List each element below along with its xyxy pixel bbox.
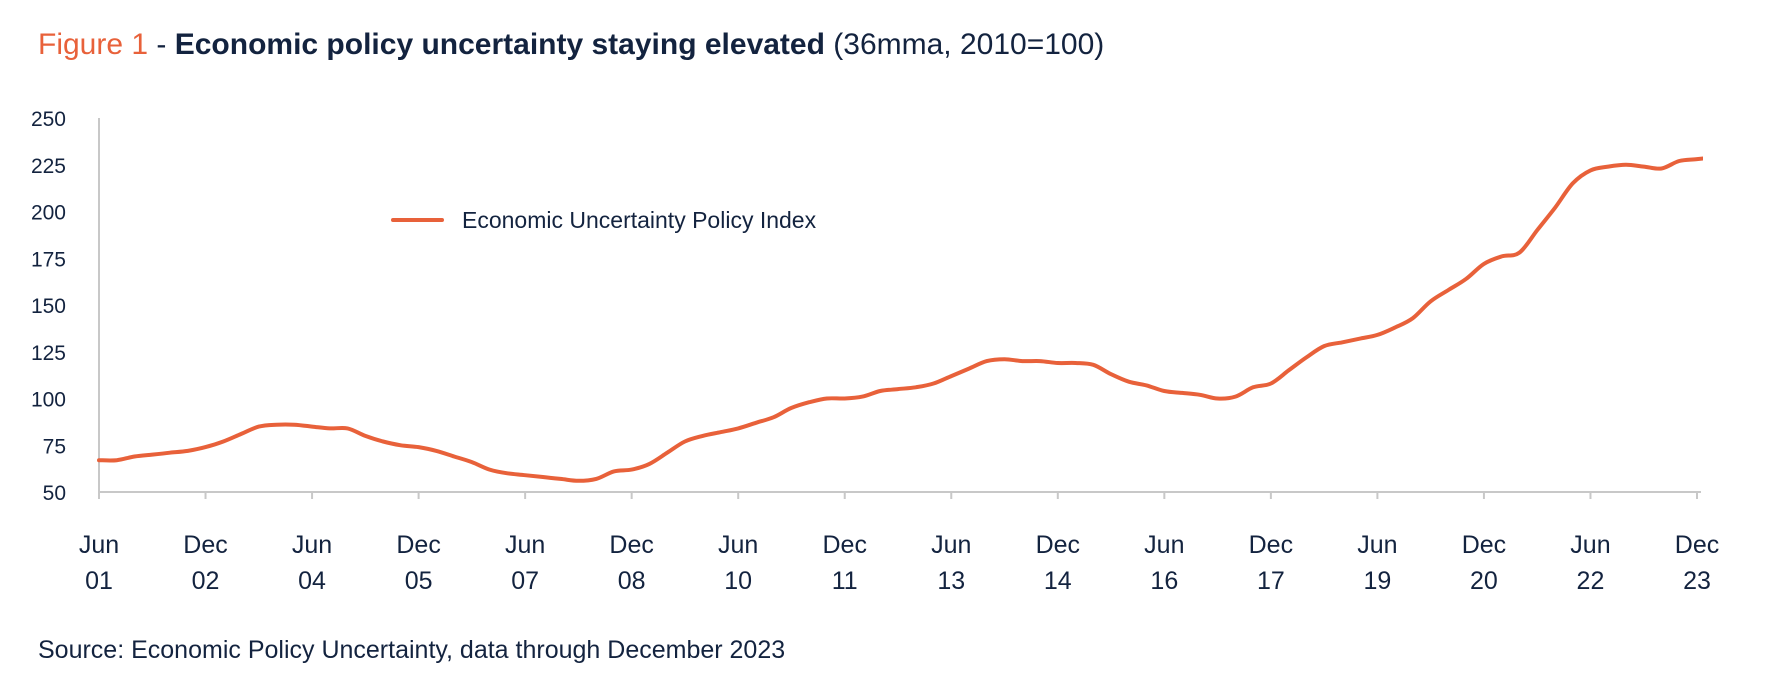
x-tick-label-year: 02 [192,567,220,595]
x-tick-label-month: Jun [79,531,119,559]
x-tick-label-month: Dec [183,531,227,559]
x-tick-label-month: Jun [1357,531,1397,559]
y-tick-label: 150 [31,295,66,318]
x-tick-label-month: Jun [505,531,545,559]
y-tick-label: 225 [31,155,66,178]
chart-title: Figure 1 - Economic policy uncertainty s… [38,28,1104,62]
x-tick-label-year: 17 [1257,567,1285,595]
x-axis: Jun 01 Dec 02 Jun 04 Dec 05 Jun 07 Dec 08 Jun 10 Dec 11… [79,491,1719,595]
x-tick-label-month: Dec [1675,531,1719,559]
y-tick-label: 200 [31,202,66,225]
y-axis: 50 75 100 125 150 175 200 225 250 [31,108,100,505]
x-tick-label-year: 10 [724,567,752,595]
x-tick-label-year: 20 [1470,567,1498,595]
legend: Economic Uncertainty Policy Index [391,207,817,233]
x-tick-label-year: 16 [1150,567,1178,595]
x-tick-label-month: Jun [1144,531,1184,559]
title-separator: - [148,28,175,61]
y-tick-label: 175 [31,248,66,271]
x-tick-label-month: Dec [609,531,653,559]
x-tick-label-year: 14 [1044,567,1072,595]
x-tick-label-month: Dec [1249,531,1293,559]
x-tick-label-month: Dec [396,531,440,559]
x-tick-label-month: Dec [1462,531,1506,559]
x-tick-label-month: Jun [1570,531,1610,559]
figure-label: Figure 1 [38,28,149,61]
x-tick-label-year: 19 [1363,567,1391,595]
x-tick-label-year: 22 [1577,567,1605,595]
x-tick-label-month: Jun [718,531,758,559]
x-tick-label-year: 08 [618,567,646,595]
source-note: Source: Economic Policy Uncertainty, dat… [38,636,786,664]
series-line [97,156,1703,483]
x-tick-label-month: Jun [292,531,332,559]
x-tick-label-month: Jun [931,531,971,559]
x-tick-label-month: Dec [822,531,866,559]
x-tick-label-year: 13 [937,567,965,595]
x-tick-label-year: 11 [832,567,858,595]
legend-label: Economic Uncertainty Policy Index [462,207,817,233]
x-tick-label-year: 04 [298,567,326,595]
title-main: Economic policy uncertainty staying elev… [174,28,825,61]
y-tick-label: 75 [43,435,66,458]
x-tick-label-year: 23 [1683,567,1711,595]
title-unit: (36mma, 2010=100) [824,28,1105,61]
x-tick-label-year: 07 [511,567,539,595]
series-layer [97,156,1703,483]
x-tick-label-year: 05 [405,567,433,595]
y-tick-label: 250 [31,108,66,131]
y-tick-label: 125 [31,342,66,365]
x-tick-label-year: 01 [85,567,113,595]
y-tick-label: 50 [43,482,66,505]
y-tick-label: 100 [31,389,66,412]
x-tick-label-month: Dec [1036,531,1080,559]
